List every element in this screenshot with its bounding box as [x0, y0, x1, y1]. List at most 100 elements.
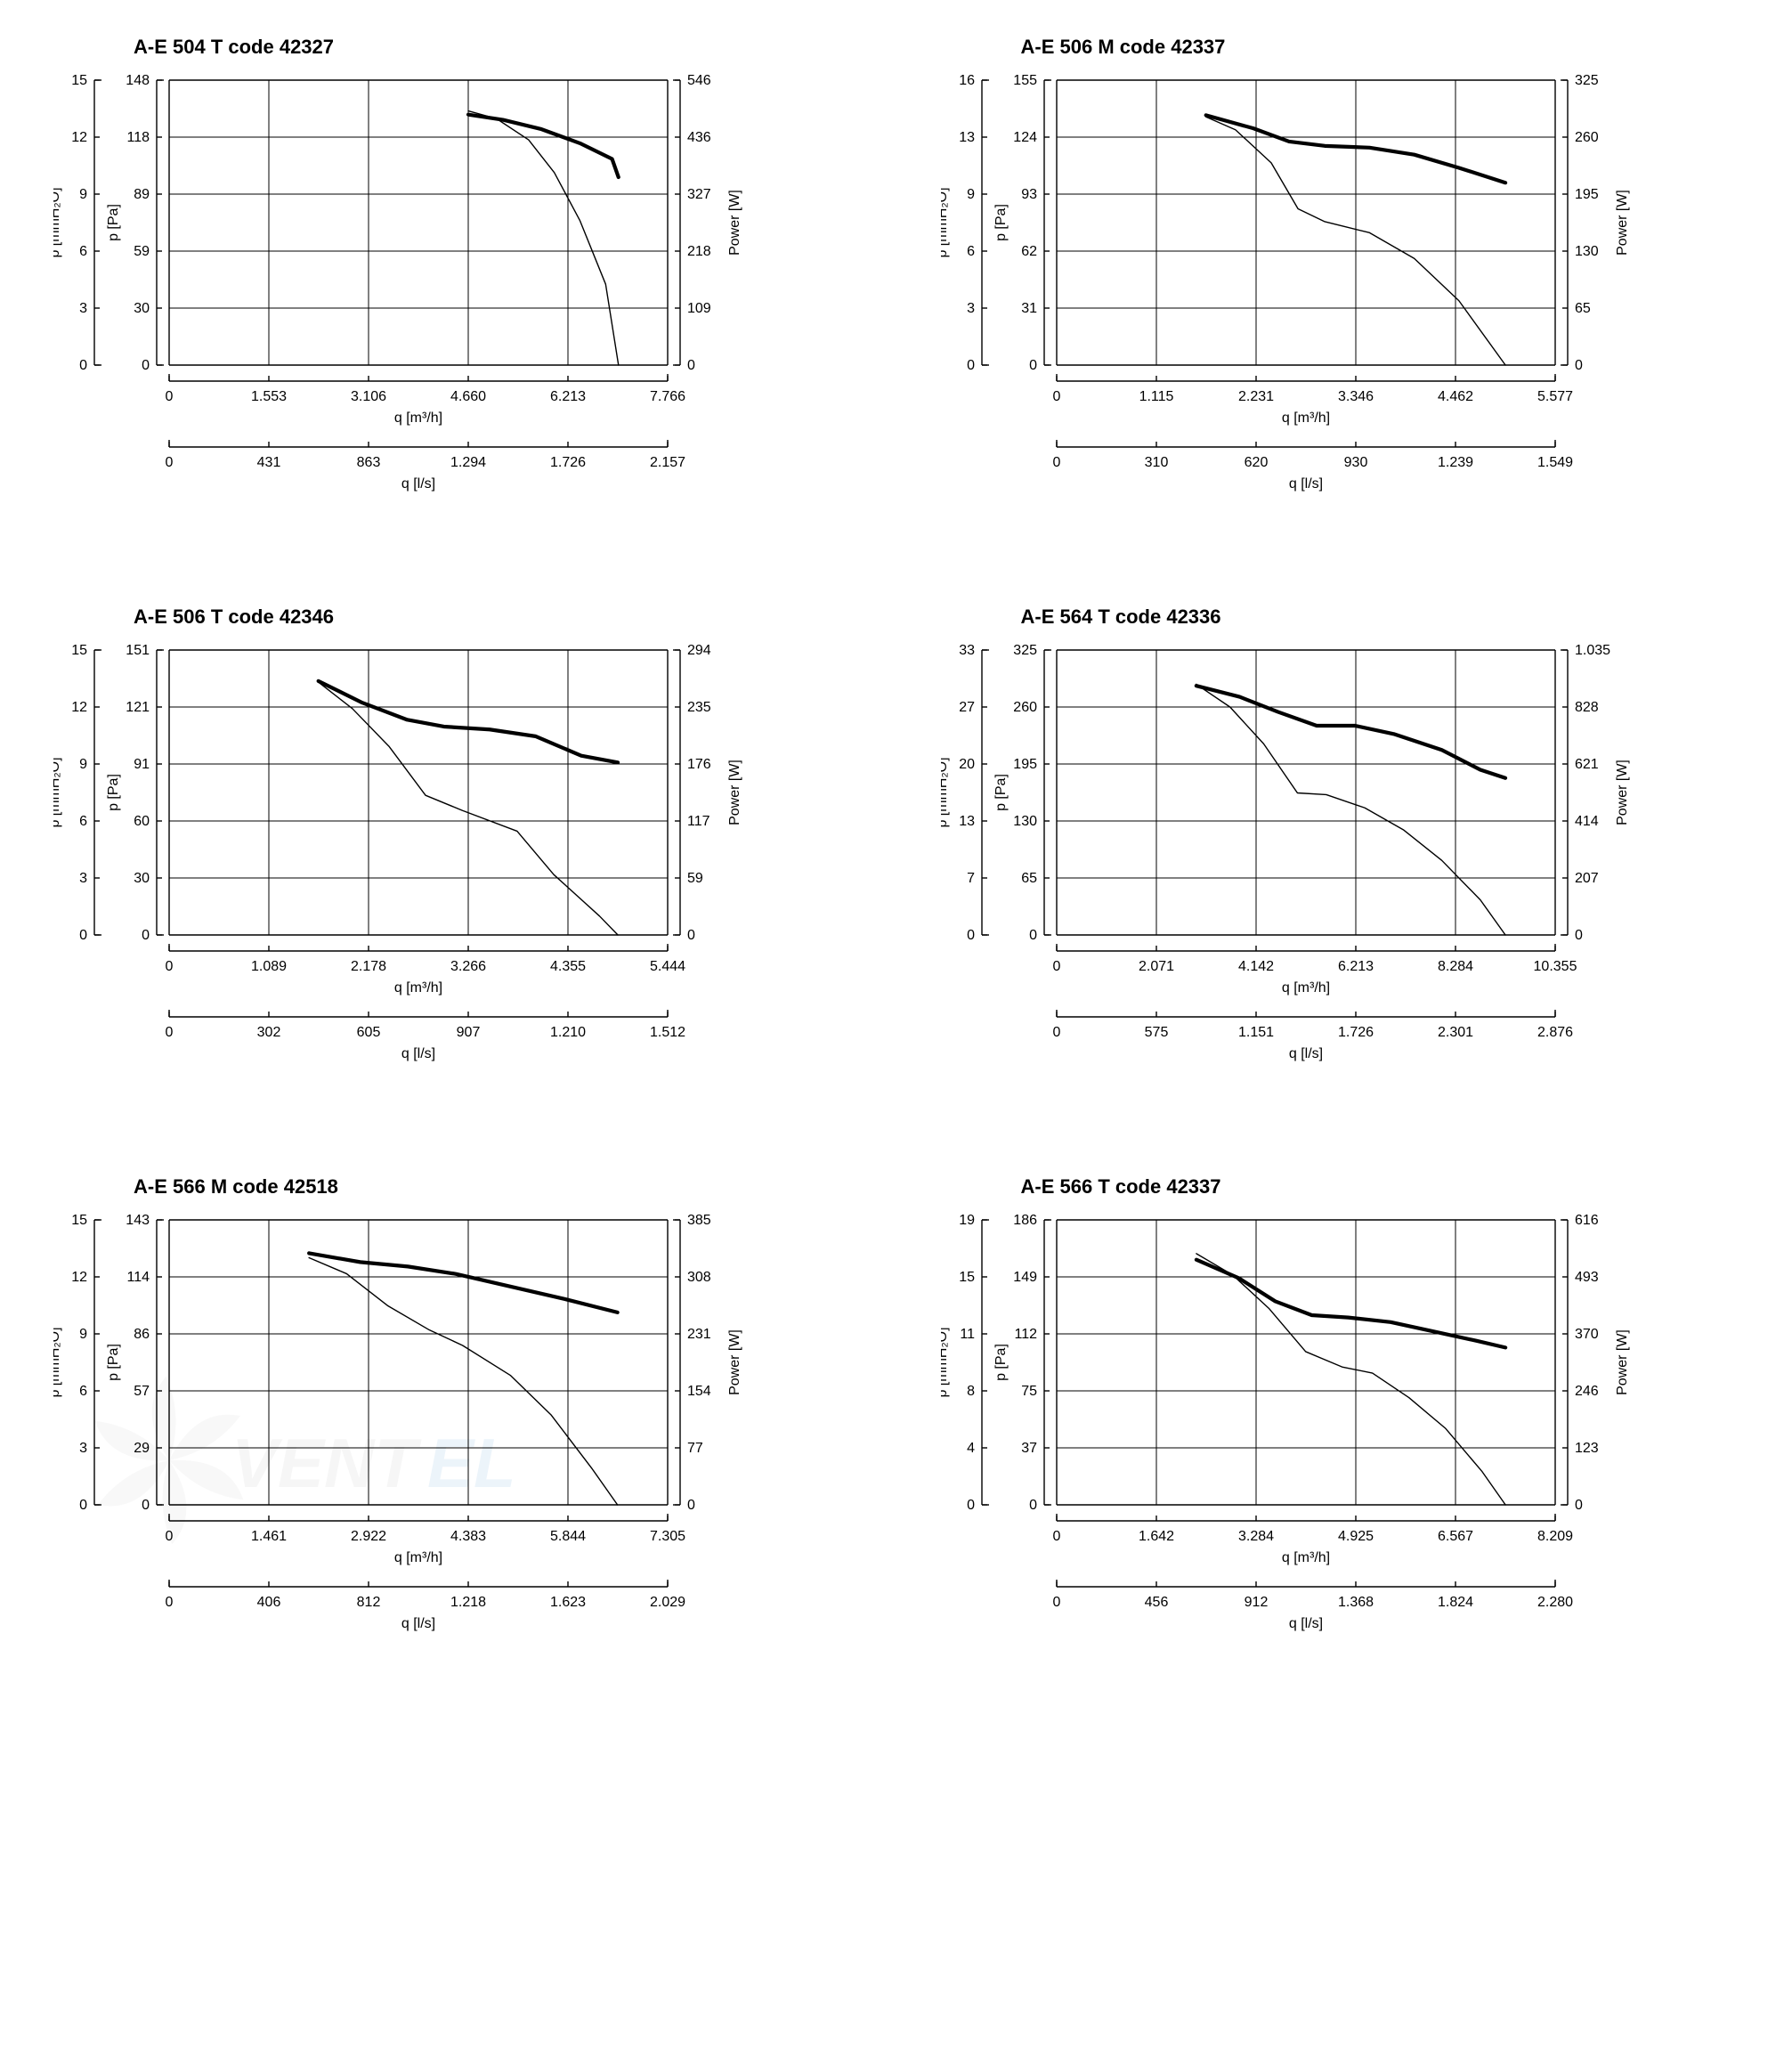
svg-text:0: 0 — [1029, 928, 1037, 943]
x-axis-m3h: 02.0714.1426.2138.28410.355q [m³/h] — [1052, 944, 1577, 996]
svg-text:1.549: 1.549 — [1537, 455, 1572, 470]
svg-text:6.213: 6.213 — [550, 389, 586, 404]
svg-text:4.142: 4.142 — [1237, 959, 1273, 974]
svg-text:4.383: 4.383 — [450, 1529, 486, 1544]
svg-text:246: 246 — [1575, 1384, 1599, 1399]
svg-text:1.512: 1.512 — [650, 1025, 685, 1040]
svg-text:29: 29 — [134, 1441, 150, 1456]
svg-text:p [mmH₂O]: p [mmH₂O] — [53, 1327, 62, 1397]
svg-text:0: 0 — [1029, 358, 1037, 373]
svg-text:456: 456 — [1144, 1595, 1168, 1610]
svg-text:p [Pa]: p [Pa] — [993, 774, 1009, 811]
svg-text:10.355: 10.355 — [1533, 959, 1577, 974]
svg-text:6: 6 — [967, 244, 975, 259]
chart-title: A-E 504 T code 42327 — [134, 36, 852, 59]
svg-text:33: 33 — [959, 643, 975, 658]
pressure-curve — [309, 1258, 618, 1505]
svg-text:59: 59 — [134, 244, 150, 259]
svg-text:2.157: 2.157 — [650, 455, 685, 470]
svg-text:310: 310 — [1144, 455, 1168, 470]
svg-text:1.726: 1.726 — [1337, 1025, 1373, 1040]
chart-cell: A-E 566 T code 4233701.6423.2844.9256.56… — [941, 1175, 1739, 1647]
svg-text:186: 186 — [1013, 1213, 1037, 1228]
svg-text:5.844: 5.844 — [550, 1529, 586, 1544]
performance-chart: 01.5533.1064.6606.2137.766q [m³/h]043186… — [53, 71, 774, 508]
svg-text:0: 0 — [79, 928, 87, 943]
y-axis-pa: 0316293124155p [Pa] — [993, 73, 1051, 373]
svg-text:414: 414 — [1575, 814, 1599, 829]
svg-text:1.239: 1.239 — [1437, 455, 1472, 470]
svg-text:155: 155 — [1013, 73, 1037, 88]
svg-text:0: 0 — [1052, 959, 1060, 974]
svg-text:218: 218 — [687, 244, 711, 259]
chart-grid: A-E 504 T code 4232701.5533.1064.6606.21… — [53, 36, 1739, 1647]
svg-text:12: 12 — [71, 130, 87, 145]
svg-text:93: 93 — [1021, 187, 1037, 202]
svg-text:112: 112 — [1014, 1327, 1037, 1342]
svg-text:2.231: 2.231 — [1237, 389, 1273, 404]
svg-text:6: 6 — [79, 1384, 87, 1399]
x-axis-ls: 04569121.3681.8242.280q [l/s] — [1052, 1580, 1573, 1631]
svg-text:2.876: 2.876 — [1537, 1025, 1572, 1040]
svg-text:5.577: 5.577 — [1537, 389, 1572, 404]
svg-text:325: 325 — [1013, 643, 1037, 658]
svg-text:154: 154 — [687, 1384, 711, 1399]
svg-text:493: 493 — [1575, 1270, 1599, 1285]
svg-text:q [l/s]: q [l/s] — [1288, 1616, 1322, 1631]
svg-text:3.284: 3.284 — [1237, 1529, 1273, 1544]
x-axis-ls: 03106209301.2391.549q [l/s] — [1052, 440, 1573, 492]
performance-chart: VENTEL01.4612.9224.3835.8447.305q [m³/h]… — [53, 1211, 774, 1647]
svg-text:621: 621 — [1575, 757, 1599, 772]
svg-text:q [m³/h]: q [m³/h] — [394, 980, 442, 996]
svg-text:121: 121 — [126, 700, 150, 715]
svg-text:616: 616 — [1575, 1213, 1599, 1228]
y-axis-pa: 0305989118148p [Pa] — [106, 73, 164, 373]
svg-text:p [Pa]: p [Pa] — [106, 774, 121, 811]
x-axis-m3h: 01.5533.1064.6606.2137.766q [m³/h] — [166, 374, 686, 426]
svg-text:308: 308 — [687, 1270, 711, 1285]
svg-text:828: 828 — [1575, 700, 1599, 715]
svg-text:3.346: 3.346 — [1337, 389, 1373, 404]
svg-text:VENT: VENT — [231, 1424, 422, 1502]
chart-title: A-E 506 T code 42346 — [134, 605, 852, 629]
svg-text:431: 431 — [257, 455, 281, 470]
svg-text:5.444: 5.444 — [650, 959, 685, 974]
svg-text:0: 0 — [1052, 455, 1060, 470]
svg-text:176: 176 — [687, 757, 711, 772]
svg-text:q [m³/h]: q [m³/h] — [394, 410, 442, 426]
svg-text:0: 0 — [79, 358, 87, 373]
svg-text:p [mmH₂O]: p [mmH₂O] — [941, 757, 950, 827]
y-axis-pa: 03775112149186p [Pa] — [993, 1213, 1051, 1513]
power-curve — [468, 115, 619, 177]
svg-text:2.178: 2.178 — [351, 959, 386, 974]
svg-text:6: 6 — [79, 244, 87, 259]
svg-text:231: 231 — [687, 1327, 711, 1342]
svg-text:1.294: 1.294 — [450, 455, 486, 470]
svg-text:q [l/s]: q [l/s] — [401, 1046, 435, 1061]
svg-text:EL: EL — [427, 1424, 516, 1502]
svg-text:0: 0 — [142, 1498, 150, 1513]
svg-text:6.567: 6.567 — [1437, 1529, 1472, 1544]
svg-text:109: 109 — [687, 301, 711, 316]
svg-text:863: 863 — [357, 455, 381, 470]
svg-text:15: 15 — [71, 73, 87, 88]
svg-text:148: 148 — [126, 73, 150, 88]
svg-text:9: 9 — [79, 757, 87, 772]
y-axis-mmh2o: 048111519p [mmH₂O] — [941, 1213, 989, 1513]
svg-text:q [l/s]: q [l/s] — [401, 476, 435, 492]
y-axis-mmh2o: 0713202733p [mmH₂O] — [941, 643, 989, 943]
svg-text:0: 0 — [166, 389, 174, 404]
svg-text:8.284: 8.284 — [1437, 959, 1472, 974]
svg-text:Power [W]: Power [W] — [727, 190, 742, 256]
svg-text:77: 77 — [687, 1441, 703, 1456]
svg-text:13: 13 — [959, 130, 975, 145]
svg-text:118: 118 — [126, 130, 150, 145]
svg-text:0: 0 — [1052, 1595, 1060, 1610]
x-axis-ls: 03026059071.2101.512q [l/s] — [166, 1010, 686, 1061]
y-axis-power: 0123246370493616Power [W] — [1561, 1213, 1630, 1513]
svg-text:65: 65 — [1021, 871, 1037, 886]
svg-text:325: 325 — [1575, 73, 1599, 88]
svg-text:294: 294 — [687, 643, 711, 658]
svg-text:0: 0 — [1575, 1498, 1583, 1513]
svg-text:2.280: 2.280 — [1537, 1595, 1572, 1610]
